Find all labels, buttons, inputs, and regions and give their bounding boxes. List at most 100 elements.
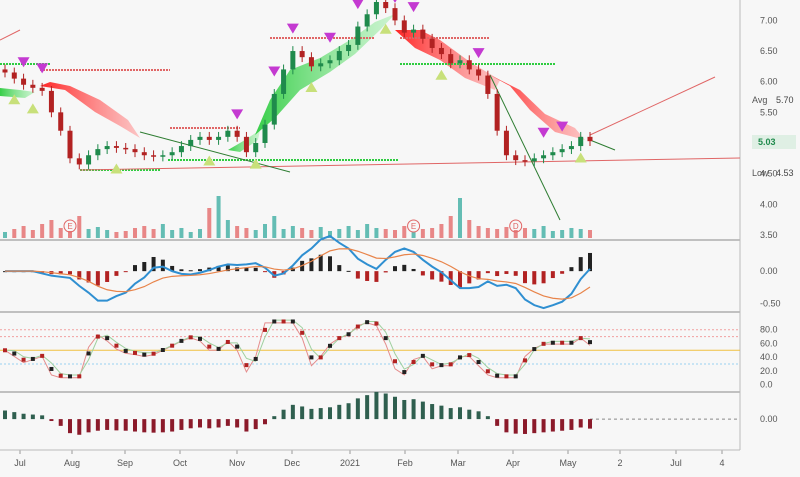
sell-signal-triangle	[352, 0, 364, 10]
volume-bar	[569, 228, 574, 238]
x-tick-label: Nov	[229, 458, 246, 468]
macd-histogram-bar	[355, 271, 360, 279]
macd-line	[5, 234, 591, 310]
momentum-bar	[77, 419, 82, 435]
macd-histogram-bar	[318, 254, 323, 272]
buy-signal-triangle	[435, 69, 448, 80]
volume-bar	[467, 220, 472, 238]
candle-body	[197, 136, 203, 140]
x-tick-label: Aug	[64, 458, 80, 468]
rsi-candle-dot	[58, 373, 63, 378]
momentum-bar	[346, 403, 351, 420]
candle-body	[281, 69, 287, 94]
macd-histogram-bar	[588, 252, 592, 272]
rsi-tick-label: 60.0	[760, 338, 778, 348]
rsi-candle-dot	[355, 324, 360, 329]
momentum-layer	[3, 391, 740, 435]
x-tick-label: 2	[617, 458, 622, 468]
sell-signal-triangle	[556, 121, 569, 132]
macd-histogram-bar	[68, 271, 72, 275]
price-tick-label: 4.00	[760, 199, 778, 209]
sell-signal-triangle	[17, 57, 30, 68]
buy-signal-triangle	[305, 81, 318, 92]
rsi-candle-dot	[216, 346, 221, 351]
candle-body	[123, 147, 129, 150]
volume-bar	[225, 220, 230, 238]
momentum-bar	[485, 416, 490, 420]
macd-histogram-bar	[365, 271, 370, 281]
volume-bar	[337, 229, 342, 238]
macd-histogram-bar	[523, 271, 527, 284]
momentum-bar	[225, 419, 230, 426]
momentum-bar	[281, 409, 286, 420]
momentum-bar	[244, 419, 249, 432]
volume-bar	[495, 229, 500, 238]
candle-body	[448, 54, 454, 64]
candle-body	[438, 47, 444, 55]
candle-body	[494, 93, 500, 131]
volume-bar	[133, 228, 137, 238]
volume-bar	[513, 230, 518, 238]
buy-signal-triangle	[110, 163, 123, 174]
x-tick-label: Apr	[506, 458, 520, 468]
rsi-candle-dot	[151, 351, 156, 356]
x-tick-label: Feb	[397, 458, 413, 468]
rsi-candle-dot	[458, 355, 462, 360]
candle-body	[568, 146, 574, 150]
rsi-candle-dot	[569, 340, 574, 345]
volume-bar	[40, 224, 45, 238]
trendline-4	[489, 74, 561, 221]
candle-body	[151, 155, 157, 157]
volume-bar	[588, 230, 592, 238]
momentum-bar	[374, 391, 379, 420]
volume-bar	[485, 228, 490, 238]
volume-bar	[207, 208, 212, 238]
earnings-marker-label: E	[411, 222, 416, 231]
rsi-candle-dot	[309, 355, 314, 360]
rsi-candle-dot	[253, 356, 258, 361]
rsi-candle-dot	[550, 340, 555, 345]
volume-bar	[170, 230, 175, 238]
rsi-candle-dot	[160, 347, 165, 352]
momentum-tick-label: 0.00	[760, 414, 778, 424]
axis-layer: 7.006.506.005.505.004.504.003.50JulAugSe…	[0, 15, 781, 468]
candle-body	[188, 139, 194, 147]
momentum-bar	[393, 396, 397, 420]
sell-signal-triangle	[36, 63, 49, 74]
trendline-6	[0, 29, 21, 41]
volume-bar	[439, 224, 444, 238]
momentum-bar	[3, 410, 7, 420]
macd-histogram-bar	[133, 265, 137, 272]
rsi-candle-dot	[40, 353, 45, 358]
volume-bar	[272, 216, 277, 238]
volume-bar	[151, 229, 156, 238]
momentum-bar	[21, 413, 26, 420]
momentum-bar	[448, 408, 453, 420]
candle-body	[76, 158, 82, 165]
rsi-candle-dot	[225, 339, 230, 344]
macd-signal-line	[5, 248, 591, 300]
volume-bar	[86, 229, 91, 238]
macd-histogram-bar	[467, 271, 472, 284]
momentum-bar	[420, 401, 425, 420]
earnings-marker	[63, 219, 77, 233]
volume-bar	[383, 229, 388, 238]
momentum-bar	[458, 407, 462, 420]
rsi-candle-dot	[346, 332, 351, 337]
momentum-bar	[318, 408, 323, 420]
macd-histogram-bar	[578, 257, 583, 272]
macd-histogram-bar	[95, 271, 100, 286]
candle-body	[216, 136, 222, 140]
volume-bar	[523, 228, 527, 238]
sell-signal-triangle	[407, 2, 420, 13]
candle-body	[318, 63, 324, 67]
macd-histogram-bar	[114, 271, 119, 276]
volume-bar	[160, 224, 165, 238]
rsi-tick-label: 80.0	[760, 325, 778, 335]
macd-histogram-bar	[216, 265, 221, 272]
momentum-bar	[263, 419, 267, 425]
volume-bar	[123, 231, 128, 238]
volume-bar	[263, 224, 267, 238]
volume-bar	[346, 226, 351, 238]
rsi-candle-dot	[86, 351, 91, 356]
